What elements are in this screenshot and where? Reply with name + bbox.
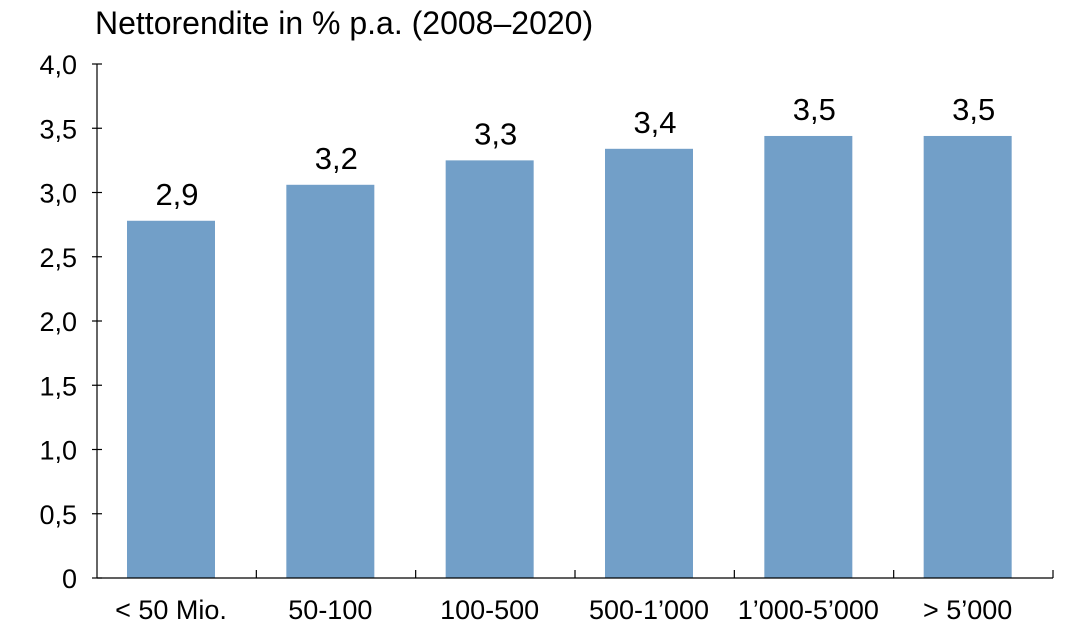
bars-group [127,135,1012,579]
bar [445,160,534,578]
y-ticks-group: 0 0,5 1,0 1,5 2,0 2,5 3,0 3,5 4,0 [39,50,102,594]
y-tick-label: 4,0 [39,50,77,80]
bar [605,148,693,578]
x-category-label: 50-100 [288,595,372,625]
data-labels-group: 2,9 3,2 3,3 3,4 3,5 3,5 [155,92,995,212]
bar-value-label: 3,2 [315,141,358,176]
x-ticks-group: < 50 Mio. 50-100 100-500 500-1’000 1’000-5’0… [115,570,1054,625]
bar-value-label: 2,9 [155,177,198,212]
x-category-label: 500-1’000 [589,595,709,625]
y-tick-label: 1,5 [39,371,77,401]
y-tick-label: 3,5 [39,114,77,144]
y-tick-label: 0 [62,564,77,594]
bar-value-label: 3,5 [952,92,995,127]
bar-value-label: 3,5 [793,92,836,127]
bar-value-label: 3,4 [633,105,676,140]
y-tick-label: 0,5 [39,500,77,530]
x-category-label: 100-500 [440,595,539,625]
y-tick-label: 3,0 [39,179,77,209]
y-tick-label: 1,0 [39,436,77,466]
x-category-label: < 50 Mio. [115,595,227,625]
y-tick-label: 2,5 [39,243,77,273]
chart-title: Nettorendite in % p.a. (2008–2020) [95,5,593,41]
y-tick-label: 2,0 [39,307,77,337]
x-category-label: > 5’000 [923,595,1012,625]
bar [127,220,215,578]
bar [764,135,853,578]
axes-group [96,64,1053,579]
bar [923,135,1012,578]
bar [286,184,375,579]
x-category-label: 1’000-5’000 [738,595,879,625]
bar-value-label: 3,3 [474,116,517,151]
